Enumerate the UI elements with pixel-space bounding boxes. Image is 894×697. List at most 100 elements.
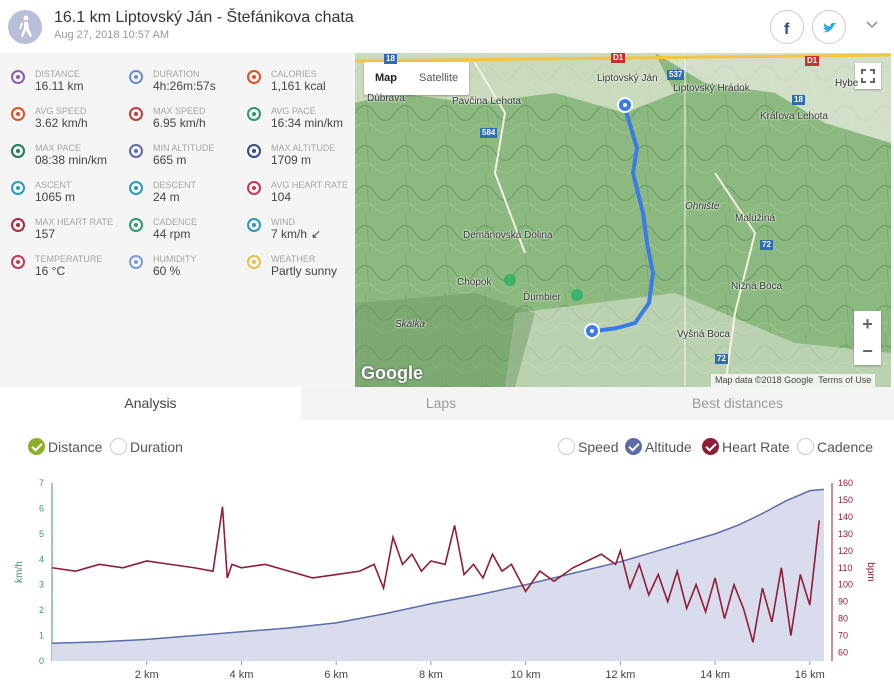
terms-link[interactable]: Terms of Use [818, 375, 872, 385]
heart-rate-option[interactable]: Heart Rate [702, 437, 790, 457]
stat-value-text: 157 [35, 227, 56, 241]
stat-value-text: 16:34 min/km [271, 116, 344, 130]
mountain-icon [246, 143, 262, 159]
x-tick-label: 12 km [605, 669, 635, 681]
tab-best-distances[interactable]: Best distances [581, 387, 894, 420]
checkbox-empty-icon[interactable] [797, 438, 814, 455]
stat-value-text: 104 [271, 190, 292, 204]
y-tick-right: 70 [838, 631, 848, 641]
stat-temperature: Temperature 16 °C [0, 242, 118, 278]
speed-option[interactable]: Speed [558, 437, 618, 457]
chevron-down-icon[interactable] [864, 16, 880, 32]
wind-direction-icon: ↙ [311, 227, 322, 241]
checkbox-checked-icon[interactable] [28, 438, 45, 455]
heart-rate-option-label: Heart Rate [722, 439, 790, 455]
stat-label: Distance [35, 69, 80, 79]
stat-avg-heart-rate: Avg heart rate 104 [236, 168, 354, 204]
satellite-button[interactable]: Satellite [419, 72, 459, 84]
peak-marker-dumbier[interactable] [571, 289, 583, 301]
altitude-option-label: Altitude [645, 439, 692, 455]
distance-option[interactable]: Distance [28, 437, 102, 457]
stat-max-speed: Max speed 6.95 km/h [118, 94, 236, 130]
pace-icon [246, 106, 262, 122]
map-label: Dúbrava [367, 93, 405, 104]
stat-label: Duration [153, 69, 200, 79]
cadence-option[interactable]: Cadence [797, 437, 873, 457]
checkbox-checked-icon[interactable] [625, 438, 642, 455]
map-data-text: Map data ©2018 Google [715, 375, 814, 385]
y-tick-left: 2 [39, 605, 44, 615]
heart-rate-icon [10, 217, 26, 233]
stat-wind: Wind 7 km/h ↙ [236, 205, 354, 241]
tab-laps[interactable]: Laps [301, 387, 581, 420]
y-tick-right: 160 [838, 478, 853, 488]
stat-value-text: Partly sunny [271, 264, 338, 278]
stat-value: 16:34 min/km [271, 116, 343, 130]
partly-sunny-icon [246, 254, 262, 270]
x-tick-label: 16 km [795, 669, 825, 681]
mountain-icon [128, 143, 144, 159]
map-attribution: Map data ©2018 Google Terms of Use [711, 374, 876, 387]
x-tick-label: 2 km [135, 669, 159, 681]
y-tick-right: 140 [838, 512, 853, 522]
checkbox-empty-icon[interactable] [558, 438, 575, 455]
checkbox-empty-icon[interactable] [110, 438, 127, 455]
flame-icon [246, 69, 262, 85]
heart-rate-line [51, 506, 821, 643]
distance-icon [10, 69, 26, 85]
zoom-out-button[interactable]: − [862, 341, 873, 361]
zoom-in-button[interactable]: + [862, 314, 873, 334]
y-tick-right: 80 [838, 614, 848, 624]
stat-label: Descent [153, 180, 197, 190]
stat-value: 104 [271, 190, 291, 204]
analysis-chart[interactable]: 0 1 2 3 4 5 6 7 60 70 80 90 100 110 120 130 140 150 160 2 k… [0, 470, 894, 697]
tab-analysis[interactable]: Analysis [0, 387, 301, 420]
duration-option[interactable]: Duration [110, 437, 183, 457]
stat-distance: Distance 16.11 km [0, 57, 118, 93]
road-badge: D1 [611, 53, 626, 63]
map-label: Hybe [835, 78, 859, 89]
y-tick-right: 130 [838, 529, 853, 539]
checkbox-checked-icon[interactable] [702, 438, 719, 455]
y-tick-left: 3 [39, 580, 44, 590]
wind-icon [246, 217, 262, 233]
y-tick-right: 60 [838, 648, 848, 658]
google-logo: Google [361, 363, 423, 383]
stat-value: 24 m [153, 190, 180, 204]
road-badge: 537 [667, 70, 685, 80]
stat-value: 665 m [153, 153, 186, 167]
peak-marker-chopok[interactable] [504, 274, 516, 286]
map-button[interactable]: Map [375, 72, 397, 84]
stat-label: Avg speed [35, 106, 87, 116]
map-label: Malužiná [735, 213, 776, 224]
stat-label: Calories [271, 69, 317, 79]
stat-calories: Calories 1,161 kcal [236, 57, 354, 93]
analysis-tabs: Analysis Laps Best distances [0, 387, 894, 420]
stat-label: Max altitude [271, 143, 336, 153]
cadence-icon [128, 217, 144, 233]
distance-option-label: Distance [48, 439, 103, 455]
y-tick-left: 4 [39, 554, 44, 564]
stat-ascent: Ascent 1065 m [0, 168, 118, 204]
map-label: Pavčina Lehota [452, 96, 521, 107]
pace-icon [10, 143, 26, 159]
stat-value: 7 km/h ↙ [271, 227, 321, 241]
fullscreen-button[interactable] [855, 63, 881, 89]
activity-title: 16.1 km Liptovský Ján - Štefánikova chat… [54, 9, 354, 26]
route-map[interactable]: Map Satellite Liptovský Ján Liptovský Hr… [355, 53, 891, 387]
zoom-control[interactable]: + − [854, 311, 881, 365]
route-start-pin[interactable] [617, 97, 633, 113]
stat-cadence: Cadence 44 rpm [118, 205, 236, 241]
stat-value-text: 1,161 kcal [271, 79, 326, 93]
terrain-map [355, 53, 891, 387]
facebook-share-button[interactable]: f [770, 10, 804, 44]
speedometer-icon [10, 106, 26, 122]
twitter-share-button[interactable] [812, 10, 846, 44]
stat-value-text: 3.62 km/h [35, 116, 88, 130]
stat-max-altitude: Max altitude 1709 m [236, 131, 354, 167]
altitude-option[interactable]: Altitude [625, 437, 692, 457]
map-type-toggle[interactable]: Map Satellite [364, 62, 470, 95]
stat-humidity: Humidity 60 % [118, 242, 236, 278]
route-end-pin[interactable] [584, 323, 600, 339]
stat-label: Cadence [153, 217, 198, 227]
